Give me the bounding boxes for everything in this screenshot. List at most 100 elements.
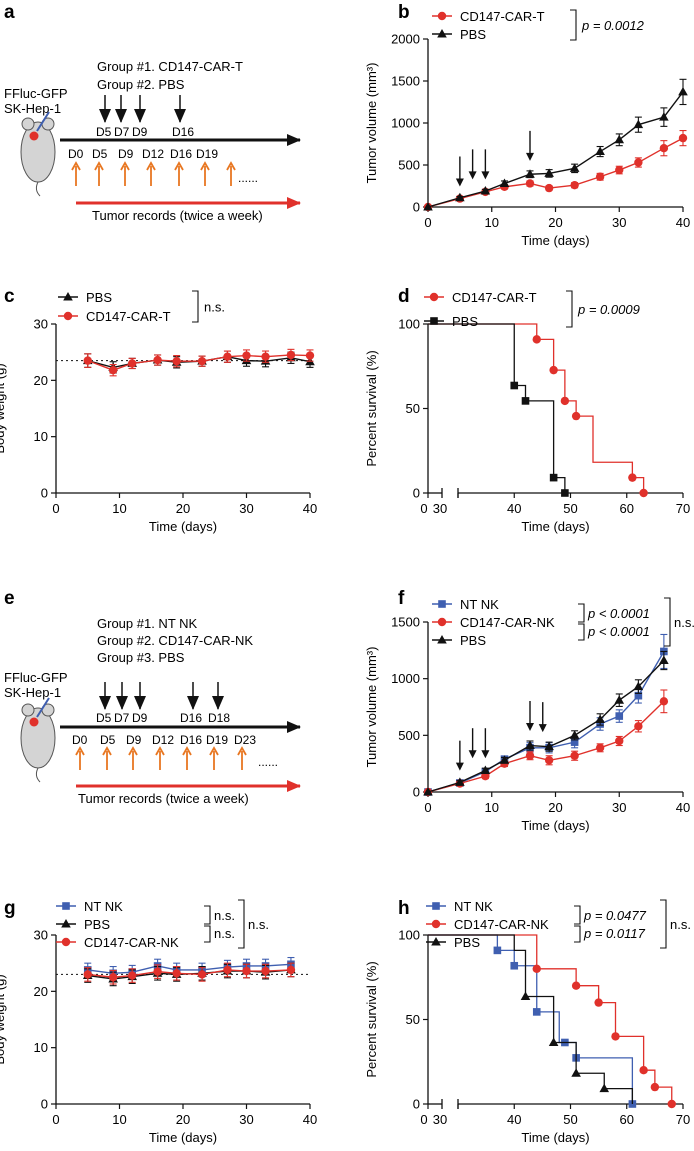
legend-label: PBS: [86, 290, 112, 305]
y-tick-label: 1000: [391, 671, 420, 686]
injection-day-label: D9: [132, 711, 148, 725]
x-tick-label: 10: [112, 1112, 126, 1127]
x-tick-label: 50: [563, 501, 577, 516]
injection-arrowhead: [468, 750, 477, 759]
series-line: [427, 137, 684, 208]
series-nt-nk: [428, 934, 637, 1108]
data-point: [634, 722, 643, 731]
data-point: [520, 991, 531, 1001]
injection-day-label: D7: [114, 125, 130, 139]
data-point: [521, 397, 530, 405]
data-point: [525, 179, 535, 188]
panel-letter: d: [398, 286, 410, 307]
record-day-label: D19: [206, 733, 228, 747]
survival-curve: [428, 934, 634, 1104]
stat-bracket: [578, 603, 585, 623]
x-tick-label: 70: [676, 1112, 690, 1127]
data-point: [510, 381, 519, 390]
legend-marker: [438, 600, 446, 608]
legend-marker: [430, 317, 438, 325]
stat-label-outer: n.s.: [674, 615, 694, 630]
legend-marker: [437, 617, 447, 627]
data-point: [615, 712, 624, 720]
y-tick-label: 1500: [391, 74, 420, 89]
injection-arrowhead: [455, 762, 464, 771]
legend-label: CD147-CAR-NK: [454, 917, 549, 932]
data-point: [286, 965, 296, 975]
series-line: [427, 660, 665, 793]
data-point: [595, 714, 605, 723]
y-axis-label: Tumor volume (mm³): [364, 647, 379, 768]
x-axis-label: Time (days): [521, 233, 589, 248]
y-tick-label: 0: [41, 1097, 48, 1112]
legend-label: PBS: [452, 314, 478, 329]
x-tick-label: 0: [52, 501, 59, 516]
panel-letter: a: [4, 2, 15, 23]
legend-marker: [429, 292, 439, 302]
data-point: [560, 396, 570, 406]
x-tick-label: 30: [433, 1112, 447, 1127]
record-day-label: D12: [152, 733, 174, 747]
x-tick-label: 40: [507, 501, 521, 516]
data-point: [614, 134, 625, 144]
data-point: [153, 967, 162, 976]
injection-arrowhead: [526, 723, 534, 731]
series-cd147-car-nk: [428, 934, 676, 1109]
injection-day-label: D16: [180, 711, 202, 725]
data-point: [678, 86, 688, 96]
legend-marker: [63, 311, 73, 321]
x-tick-label: 50: [563, 1112, 577, 1127]
y-tick-label: 20: [34, 373, 48, 388]
injection-arrowhead: [481, 750, 490, 759]
injection-day-label: D18: [208, 711, 230, 725]
y-tick-label: 0: [413, 785, 420, 800]
record-day-label: D5: [100, 733, 116, 747]
x-tick-label: 60: [620, 1112, 634, 1127]
survival-curve: [428, 934, 673, 1104]
y-tick-label: 100: [398, 928, 420, 943]
x-tick-label: 60: [620, 501, 634, 516]
x-tick-label: 10: [485, 215, 499, 230]
data-point: [570, 180, 579, 190]
data-point: [532, 1008, 541, 1016]
y-tick-label: 500: [398, 728, 420, 743]
data-point: [455, 192, 465, 202]
x-tick-label: 0: [52, 1112, 59, 1127]
y-tick-label: 2000: [391, 32, 420, 47]
data-point: [639, 1066, 648, 1075]
chart-f: f 0 10 20 30 40 0 500 1000 1500 Time (days) Tumor v…: [364, 588, 694, 833]
x-tick-label: 20: [176, 1112, 190, 1127]
legend-marker: [437, 11, 447, 21]
series-pbs: [423, 78, 688, 211]
stat-bracket: [204, 905, 211, 925]
x-tick-label: 10: [112, 501, 126, 516]
y-tick-label: 50: [406, 401, 420, 416]
y-tick-label: 20: [34, 984, 48, 999]
data-point: [197, 970, 207, 979]
legend-marker: [61, 937, 71, 947]
stat-label: p < 0.0001: [587, 606, 650, 621]
records-label: Tumor records (twice a week): [92, 208, 263, 223]
data-point: [678, 133, 688, 143]
series-line: [427, 91, 684, 208]
injection-arrows: [99, 95, 186, 123]
stat-bracket: [566, 290, 573, 328]
injection-day-label: D16: [172, 125, 194, 139]
data-point: [128, 359, 137, 368]
data-point: [595, 743, 605, 752]
panel-letter: h: [398, 898, 410, 919]
legend-marker: [63, 292, 73, 301]
injection-day-label: D5: [96, 711, 112, 725]
x-axis-label: Time (days): [149, 1130, 217, 1145]
x-axis-label: Time (days): [521, 519, 589, 534]
stat-label: p < 0.0001: [587, 624, 650, 639]
data-point: [423, 787, 433, 796]
stat-bracket-outer: [660, 899, 667, 949]
record-day-label: D9: [118, 147, 134, 161]
stat-label-outer: n.s.: [248, 917, 269, 932]
data-point: [571, 981, 581, 990]
legend-label: CD147-CAR-NK: [84, 935, 179, 950]
x-tick-label: 30: [239, 501, 253, 516]
survival-curve: [428, 934, 634, 1104]
panel-e: e Group #1. NT NK Group #2. CD147-CAR-NK…: [4, 588, 301, 806]
